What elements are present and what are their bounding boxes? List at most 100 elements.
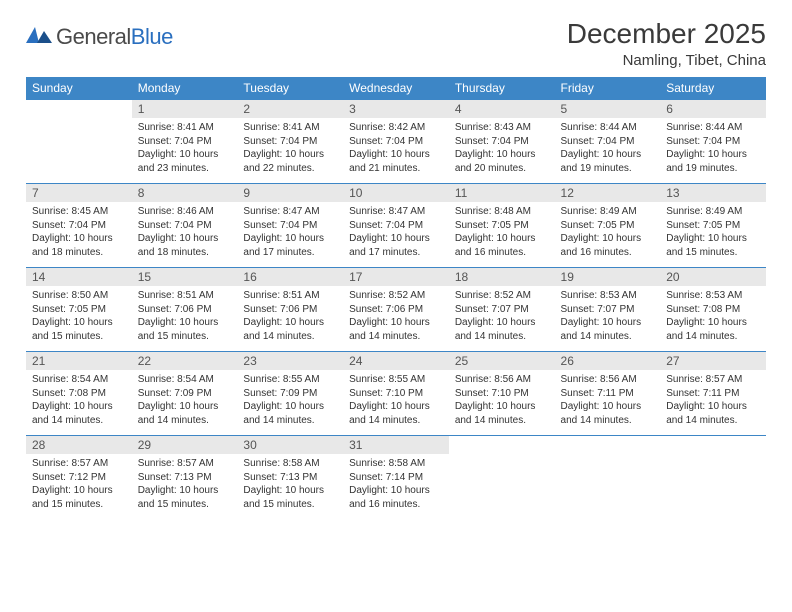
calendar-cell: 23Sunrise: 8:55 AMSunset: 7:09 PMDayligh… <box>237 352 343 436</box>
day-number: 24 <box>343 352 449 370</box>
calendar-cell: .. <box>449 436 555 520</box>
weekday-header: Saturday <box>660 77 766 100</box>
calendar-cell: 29Sunrise: 8:57 AMSunset: 7:13 PMDayligh… <box>132 436 238 520</box>
day-number: 31 <box>343 436 449 454</box>
calendar-cell: 13Sunrise: 8:49 AMSunset: 7:05 PMDayligh… <box>660 184 766 268</box>
day-number: 25 <box>449 352 555 370</box>
calendar-cell: 18Sunrise: 8:52 AMSunset: 7:07 PMDayligh… <box>449 268 555 352</box>
logo: GeneralBlue <box>26 24 173 50</box>
calendar: Sunday Monday Tuesday Wednesday Thursday… <box>26 77 766 519</box>
day-number: 26 <box>555 352 661 370</box>
calendar-cell: .. <box>555 436 661 520</box>
day-details: Sunrise: 8:55 AMSunset: 7:10 PMDaylight:… <box>343 370 449 435</box>
day-number: 28 <box>26 436 132 454</box>
weekday-header: Friday <box>555 77 661 100</box>
calendar-cell: 7Sunrise: 8:45 AMSunset: 7:04 PMDaylight… <box>26 184 132 268</box>
calendar-cell: 9Sunrise: 8:47 AMSunset: 7:04 PMDaylight… <box>237 184 343 268</box>
day-details: Sunrise: 8:50 AMSunset: 7:05 PMDaylight:… <box>26 286 132 351</box>
day-number: 8 <box>132 184 238 202</box>
calendar-cell: 19Sunrise: 8:53 AMSunset: 7:07 PMDayligh… <box>555 268 661 352</box>
day-number: 29 <box>132 436 238 454</box>
calendar-cell: 24Sunrise: 8:55 AMSunset: 7:10 PMDayligh… <box>343 352 449 436</box>
calendar-row: 21Sunrise: 8:54 AMSunset: 7:08 PMDayligh… <box>26 352 766 436</box>
calendar-cell: 8Sunrise: 8:46 AMSunset: 7:04 PMDaylight… <box>132 184 238 268</box>
calendar-cell: 28Sunrise: 8:57 AMSunset: 7:12 PMDayligh… <box>26 436 132 520</box>
day-details: Sunrise: 8:53 AMSunset: 7:07 PMDaylight:… <box>555 286 661 351</box>
logo-icon <box>26 25 52 50</box>
day-number: 4 <box>449 100 555 118</box>
calendar-cell: 5Sunrise: 8:44 AMSunset: 7:04 PMDaylight… <box>555 100 661 184</box>
calendar-cell: 31Sunrise: 8:58 AMSunset: 7:14 PMDayligh… <box>343 436 449 520</box>
day-number: 14 <box>26 268 132 286</box>
day-number: 16 <box>237 268 343 286</box>
day-details: Sunrise: 8:45 AMSunset: 7:04 PMDaylight:… <box>26 202 132 267</box>
calendar-cell: 3Sunrise: 8:42 AMSunset: 7:04 PMDaylight… <box>343 100 449 184</box>
day-details: Sunrise: 8:41 AMSunset: 7:04 PMDaylight:… <box>132 118 238 183</box>
calendar-cell: 26Sunrise: 8:56 AMSunset: 7:11 PMDayligh… <box>555 352 661 436</box>
calendar-cell: 21Sunrise: 8:54 AMSunset: 7:08 PMDayligh… <box>26 352 132 436</box>
day-number: 6 <box>660 100 766 118</box>
day-details: Sunrise: 8:51 AMSunset: 7:06 PMDaylight:… <box>132 286 238 351</box>
calendar-cell: 11Sunrise: 8:48 AMSunset: 7:05 PMDayligh… <box>449 184 555 268</box>
day-details: Sunrise: 8:54 AMSunset: 7:08 PMDaylight:… <box>26 370 132 435</box>
calendar-cell: 20Sunrise: 8:53 AMSunset: 7:08 PMDayligh… <box>660 268 766 352</box>
day-number: 27 <box>660 352 766 370</box>
calendar-cell: 1Sunrise: 8:41 AMSunset: 7:04 PMDaylight… <box>132 100 238 184</box>
day-details: Sunrise: 8:51 AMSunset: 7:06 PMDaylight:… <box>237 286 343 351</box>
day-details: Sunrise: 8:49 AMSunset: 7:05 PMDaylight:… <box>660 202 766 267</box>
day-details: Sunrise: 8:48 AMSunset: 7:05 PMDaylight:… <box>449 202 555 267</box>
header: GeneralBlue December 2025 Namling, Tibet… <box>26 18 766 69</box>
day-number: 19 <box>555 268 661 286</box>
day-details: Sunrise: 8:46 AMSunset: 7:04 PMDaylight:… <box>132 202 238 267</box>
month-title: December 2025 <box>567 18 766 50</box>
day-details: Sunrise: 8:56 AMSunset: 7:10 PMDaylight:… <box>449 370 555 435</box>
day-number: 12 <box>555 184 661 202</box>
day-details: Sunrise: 8:42 AMSunset: 7:04 PMDaylight:… <box>343 118 449 183</box>
day-number: 21 <box>26 352 132 370</box>
calendar-cell: 25Sunrise: 8:56 AMSunset: 7:10 PMDayligh… <box>449 352 555 436</box>
day-details: Sunrise: 8:47 AMSunset: 7:04 PMDaylight:… <box>343 202 449 267</box>
calendar-cell: 30Sunrise: 8:58 AMSunset: 7:13 PMDayligh… <box>237 436 343 520</box>
day-number: 20 <box>660 268 766 286</box>
day-number: 22 <box>132 352 238 370</box>
weekday-header: Sunday <box>26 77 132 100</box>
calendar-row: 7Sunrise: 8:45 AMSunset: 7:04 PMDaylight… <box>26 184 766 268</box>
calendar-cell: 12Sunrise: 8:49 AMSunset: 7:05 PMDayligh… <box>555 184 661 268</box>
calendar-row: 28Sunrise: 8:57 AMSunset: 7:12 PMDayligh… <box>26 436 766 520</box>
calendar-cell: 6Sunrise: 8:44 AMSunset: 7:04 PMDaylight… <box>660 100 766 184</box>
day-number: 7 <box>26 184 132 202</box>
calendar-cell: 15Sunrise: 8:51 AMSunset: 7:06 PMDayligh… <box>132 268 238 352</box>
day-details: Sunrise: 8:58 AMSunset: 7:14 PMDaylight:… <box>343 454 449 519</box>
day-number: 11 <box>449 184 555 202</box>
day-details: Sunrise: 8:55 AMSunset: 7:09 PMDaylight:… <box>237 370 343 435</box>
calendar-cell: 16Sunrise: 8:51 AMSunset: 7:06 PMDayligh… <box>237 268 343 352</box>
day-number: 13 <box>660 184 766 202</box>
day-number: 23 <box>237 352 343 370</box>
day-details: Sunrise: 8:53 AMSunset: 7:08 PMDaylight:… <box>660 286 766 351</box>
day-details: Sunrise: 8:57 AMSunset: 7:13 PMDaylight:… <box>132 454 238 519</box>
day-details: Sunrise: 8:44 AMSunset: 7:04 PMDaylight:… <box>555 118 661 183</box>
weekday-header: Monday <box>132 77 238 100</box>
day-details: Sunrise: 8:47 AMSunset: 7:04 PMDaylight:… <box>237 202 343 267</box>
day-details: Sunrise: 8:56 AMSunset: 7:11 PMDaylight:… <box>555 370 661 435</box>
day-number: 3 <box>343 100 449 118</box>
day-details: Sunrise: 8:58 AMSunset: 7:13 PMDaylight:… <box>237 454 343 519</box>
logo-text-2: Blue <box>131 24 173 49</box>
day-number: 30 <box>237 436 343 454</box>
calendar-row: 14Sunrise: 8:50 AMSunset: 7:05 PMDayligh… <box>26 268 766 352</box>
location: Namling, Tibet, China <box>567 52 766 69</box>
day-number: 5 <box>555 100 661 118</box>
day-number: 18 <box>449 268 555 286</box>
calendar-cell: 22Sunrise: 8:54 AMSunset: 7:09 PMDayligh… <box>132 352 238 436</box>
calendar-cell: 2Sunrise: 8:41 AMSunset: 7:04 PMDaylight… <box>237 100 343 184</box>
day-number: 10 <box>343 184 449 202</box>
day-details: Sunrise: 8:52 AMSunset: 7:07 PMDaylight:… <box>449 286 555 351</box>
calendar-cell: 4Sunrise: 8:43 AMSunset: 7:04 PMDaylight… <box>449 100 555 184</box>
title-block: December 2025 Namling, Tibet, China <box>567 18 766 69</box>
day-details: Sunrise: 8:43 AMSunset: 7:04 PMDaylight:… <box>449 118 555 183</box>
day-details: Sunrise: 8:57 AMSunset: 7:12 PMDaylight:… <box>26 454 132 519</box>
calendar-cell: 27Sunrise: 8:57 AMSunset: 7:11 PMDayligh… <box>660 352 766 436</box>
day-number: 15 <box>132 268 238 286</box>
day-details: Sunrise: 8:52 AMSunset: 7:06 PMDaylight:… <box>343 286 449 351</box>
calendar-cell: 17Sunrise: 8:52 AMSunset: 7:06 PMDayligh… <box>343 268 449 352</box>
